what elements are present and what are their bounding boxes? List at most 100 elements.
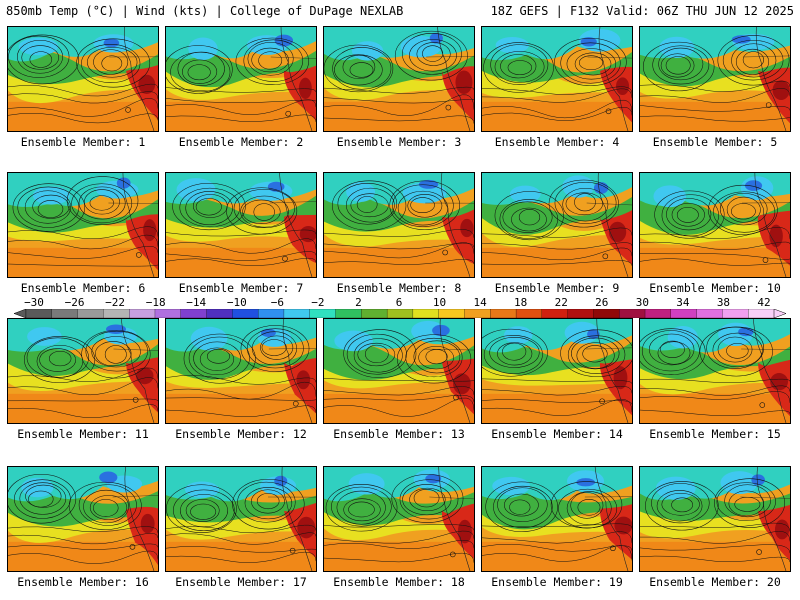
colorbar-segment xyxy=(51,309,79,318)
colorbar-segment xyxy=(103,309,130,318)
height-contour xyxy=(566,491,612,526)
height-contour xyxy=(657,341,691,365)
southern-warm-band xyxy=(640,541,790,571)
temperature-map xyxy=(640,27,790,131)
height-contour xyxy=(656,490,703,522)
colorbar-tick-label: −2 xyxy=(311,296,325,309)
coastline xyxy=(124,27,155,131)
height-contour xyxy=(724,484,771,518)
height-contour xyxy=(722,40,784,81)
low-center xyxy=(136,252,142,258)
height-contour xyxy=(482,385,632,396)
height-contour xyxy=(232,478,305,530)
temperature-map xyxy=(324,27,474,131)
height-contour xyxy=(489,337,540,368)
height-contour xyxy=(502,342,527,361)
colorbar-segment xyxy=(748,309,775,318)
temperature-map xyxy=(640,173,790,277)
border-line xyxy=(113,348,158,351)
colorbar-tick-label: 42 xyxy=(757,296,771,309)
hottest-core xyxy=(296,370,311,390)
colorbar-segment xyxy=(283,309,311,318)
height-contour xyxy=(350,193,389,218)
height-contour xyxy=(334,54,383,86)
ensemble-panel xyxy=(323,172,475,278)
colorbar-segment xyxy=(515,309,543,318)
colorbar-tick-label: 30 xyxy=(635,296,649,309)
hottest-core xyxy=(613,366,628,390)
colorbar-segment xyxy=(438,309,465,318)
height-contour xyxy=(251,489,285,514)
height-contour xyxy=(331,180,407,231)
height-contour xyxy=(25,484,62,508)
southern-warm-band xyxy=(324,247,474,277)
height-contour xyxy=(482,399,632,405)
height-contour xyxy=(78,484,137,526)
green-band xyxy=(166,341,316,380)
cold-core xyxy=(27,327,62,346)
height-contour xyxy=(324,397,474,417)
height-contour xyxy=(497,487,548,522)
temperature-map xyxy=(8,27,158,131)
coastline xyxy=(438,467,471,571)
green-band xyxy=(166,195,316,228)
low-center xyxy=(125,107,131,113)
ensemble-panel xyxy=(323,318,475,424)
height-contour xyxy=(324,530,474,544)
height-contour xyxy=(342,54,376,80)
height-contour xyxy=(21,45,60,70)
height-contour xyxy=(640,378,790,383)
green-band xyxy=(482,196,632,235)
height-contour xyxy=(166,375,316,385)
height-contour xyxy=(413,340,461,374)
height-contour xyxy=(8,550,158,564)
border-line xyxy=(587,56,632,59)
ensemble-member-label: Ensemble Member: 18 xyxy=(333,575,465,589)
height-contour xyxy=(676,206,699,223)
coldest-core xyxy=(99,471,118,484)
height-contour xyxy=(416,42,451,66)
border-line xyxy=(586,202,632,206)
height-contour xyxy=(324,94,474,116)
height-contour xyxy=(565,192,603,216)
height-contour xyxy=(247,42,294,76)
colorbar-tick-label: −26 xyxy=(64,296,85,309)
height-contour xyxy=(71,183,133,224)
ensemble-member-label: Ensemble Member: 7 xyxy=(178,281,304,295)
border-line xyxy=(268,348,316,350)
height-contour xyxy=(183,333,256,384)
height-contour xyxy=(726,343,749,359)
height-contour xyxy=(571,337,620,370)
height-contour xyxy=(166,251,316,261)
coldest-core xyxy=(576,478,596,487)
height-contour xyxy=(413,489,440,508)
height-contour xyxy=(8,112,158,124)
border-line xyxy=(112,495,158,498)
height-contour xyxy=(642,41,715,92)
height-contour xyxy=(641,330,700,372)
height-contour xyxy=(719,193,768,226)
height-contour xyxy=(258,51,283,70)
height-contour xyxy=(482,86,632,95)
colorbar-tick-label: −6 xyxy=(270,296,284,309)
height-contour xyxy=(671,497,693,513)
ensemble-panel xyxy=(165,172,317,278)
height-contour xyxy=(660,340,685,358)
height-contour xyxy=(324,539,474,550)
height-contour xyxy=(206,348,230,364)
height-contour xyxy=(187,64,211,81)
height-contour xyxy=(8,533,158,545)
height-contour xyxy=(509,499,531,515)
height-contour xyxy=(336,490,386,525)
height-contour xyxy=(242,199,281,224)
temperature-map xyxy=(324,173,474,277)
low-center xyxy=(442,249,448,256)
ensemble-panel xyxy=(165,26,317,132)
cold-core xyxy=(18,37,59,56)
temperature-map xyxy=(482,27,632,131)
coastline xyxy=(752,319,787,423)
hottest-core xyxy=(614,516,632,535)
colorbar-right-arrow xyxy=(773,309,786,318)
coastline xyxy=(122,173,155,277)
height-contour xyxy=(166,45,233,94)
